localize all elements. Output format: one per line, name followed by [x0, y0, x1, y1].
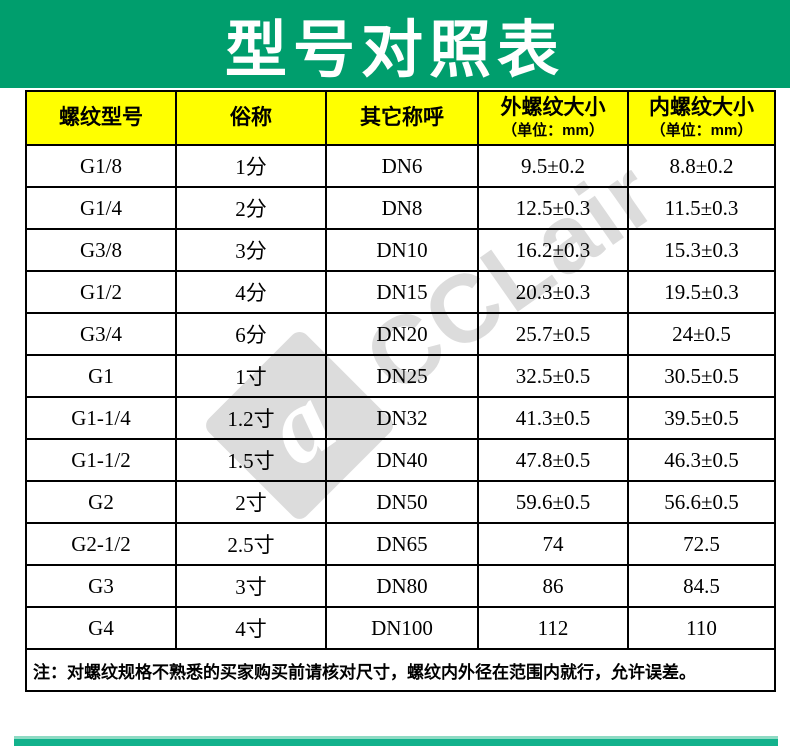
cell-external-size: 20.3±0.3 [477, 270, 629, 314]
table-row: G1-1/2 1.5寸 DN40 47.8±0.5 46.3±0.5 [25, 438, 776, 482]
cell-external-size: 112 [477, 606, 629, 650]
cell-common-name: 1寸 [175, 354, 327, 398]
table-row: G3 3寸 DN80 86 84.5 [25, 564, 776, 608]
header-thread-model: 螺纹型号 [25, 90, 177, 146]
cell-internal-size: 30.5±0.5 [627, 354, 776, 398]
table-row: G3/4 6分 DN20 25.7±0.5 24±0.5 [25, 312, 776, 356]
cell-other-name: DN100 [325, 606, 479, 650]
header-label: 外螺纹大小 [500, 96, 606, 120]
cell-external-size: 9.5±0.2 [477, 144, 629, 188]
cell-internal-size: 72.5 [627, 522, 776, 566]
spec-table: 螺纹型号 俗称 其它称呼 外螺纹大小 （单位：mm） 内螺纹大小 （单位：mm）… [25, 90, 776, 692]
cell-external-size: 32.5±0.5 [477, 354, 629, 398]
cell-thread-model: G1/2 [25, 270, 177, 314]
header-label: 其它称呼 [360, 105, 444, 129]
cell-external-size: 16.2±0.3 [477, 228, 629, 272]
cell-thread-model: G1 [25, 354, 177, 398]
cell-external-size: 12.5±0.3 [477, 186, 629, 230]
spec-table-foot: 注：对螺纹规格不熟悉的买家购买前请核对尺寸，螺纹内外径在范围内就行，允许误差。 [25, 648, 776, 692]
cell-thread-model: G1-1/2 [25, 438, 177, 482]
header-row: 螺纹型号 俗称 其它称呼 外螺纹大小 （单位：mm） 内螺纹大小 （单位：mm） [25, 90, 776, 146]
header-other-name: 其它称呼 [325, 90, 479, 146]
header-external-size: 外螺纹大小 （单位：mm） [477, 90, 629, 146]
cell-thread-model: G1/4 [25, 186, 177, 230]
cell-common-name: 1.5寸 [175, 438, 327, 482]
table-note: 注：对螺纹规格不熟悉的买家购买前请核对尺寸，螺纹内外径在范围内就行，允许误差。 [25, 648, 776, 692]
cell-other-name: DN65 [325, 522, 479, 566]
page-title: 型号对照表 [224, 16, 565, 85]
cell-common-name: 4寸 [175, 606, 327, 650]
cell-other-name: DN50 [325, 480, 479, 524]
cell-thread-model: G3/4 [25, 312, 177, 356]
spec-table-head: 螺纹型号 俗称 其它称呼 外螺纹大小 （单位：mm） 内螺纹大小 （单位：mm） [25, 90, 776, 146]
cell-common-name: 2.5寸 [175, 522, 327, 566]
cell-thread-model: G2 [25, 480, 177, 524]
cell-other-name: DN40 [325, 438, 479, 482]
table-row: G1 1寸 DN25 32.5±0.5 30.5±0.5 [25, 354, 776, 398]
header-internal-size: 内螺纹大小 （单位：mm） [627, 90, 776, 146]
cell-common-name: 4分 [175, 270, 327, 314]
cell-other-name: DN6 [325, 144, 479, 188]
cell-common-name: 3寸 [175, 564, 327, 608]
cell-internal-size: 15.3±0.3 [627, 228, 776, 272]
cell-internal-size: 24±0.5 [627, 312, 776, 356]
header-unit: （单位：mm） [502, 122, 604, 140]
cell-external-size: 74 [477, 522, 629, 566]
spec-table-body: G1/8 1分 DN6 9.5±0.2 8.8±0.2 G1/4 2分 DN8 12.5±0.3… [25, 144, 776, 650]
cell-common-name: 1.2寸 [175, 396, 327, 440]
cell-internal-size: 84.5 [627, 564, 776, 608]
cell-common-name: 3分 [175, 228, 327, 272]
cell-common-name: 6分 [175, 312, 327, 356]
bottom-accent-bar [14, 736, 778, 746]
cell-internal-size: 110 [627, 606, 776, 650]
table-row: G1/4 2分 DN8 12.5±0.3 11.5±0.3 [25, 186, 776, 230]
cell-other-name: DN32 [325, 396, 479, 440]
cell-external-size: 59.6±0.5 [477, 480, 629, 524]
table-row: G4 4寸 DN100 112 110 [25, 606, 776, 650]
cell-thread-model: G2-1/2 [25, 522, 177, 566]
table-row: G2 2寸 DN50 59.6±0.5 56.6±0.5 [25, 480, 776, 524]
header-label: 螺纹型号 [59, 105, 143, 129]
cell-other-name: DN20 [325, 312, 479, 356]
cell-other-name: DN25 [325, 354, 479, 398]
cell-internal-size: 19.5±0.3 [627, 270, 776, 314]
cell-other-name: DN8 [325, 186, 479, 230]
cell-thread-model: G3/8 [25, 228, 177, 272]
cell-other-name: DN80 [325, 564, 479, 608]
header-label: 俗称 [230, 105, 272, 129]
cell-other-name: DN15 [325, 270, 479, 314]
cell-internal-size: 39.5±0.5 [627, 396, 776, 440]
cell-internal-size: 56.6±0.5 [627, 480, 776, 524]
cell-internal-size: 46.3±0.5 [627, 438, 776, 482]
header-common-name: 俗称 [175, 90, 327, 146]
cell-common-name: 2寸 [175, 480, 327, 524]
cell-internal-size: 8.8±0.2 [627, 144, 776, 188]
header-unit: （单位：mm） [650, 122, 753, 140]
title-banner: 型号对照表 [0, 0, 790, 88]
cell-external-size: 25.7±0.5 [477, 312, 629, 356]
cell-thread-model: G4 [25, 606, 177, 650]
header-label: 内螺纹大小 [649, 96, 754, 120]
cell-common-name: 2分 [175, 186, 327, 230]
table-row: G2-1/2 2.5寸 DN65 74 72.5 [25, 522, 776, 566]
cell-common-name: 1分 [175, 144, 327, 188]
cell-external-size: 86 [477, 564, 629, 608]
table-row: G1/8 1分 DN6 9.5±0.2 8.8±0.2 [25, 144, 776, 188]
cell-thread-model: G1/8 [25, 144, 177, 188]
table-row: G1/2 4分 DN15 20.3±0.3 19.5±0.3 [25, 270, 776, 314]
table-row: G1-1/4 1.2寸 DN32 41.3±0.5 39.5±0.5 [25, 396, 776, 440]
cell-thread-model: G1-1/4 [25, 396, 177, 440]
cell-other-name: DN10 [325, 228, 479, 272]
cell-external-size: 41.3±0.5 [477, 396, 629, 440]
cell-internal-size: 11.5±0.3 [627, 186, 776, 230]
cell-thread-model: G3 [25, 564, 177, 608]
table-row: G3/8 3分 DN10 16.2±0.3 15.3±0.3 [25, 228, 776, 272]
cell-external-size: 47.8±0.5 [477, 438, 629, 482]
note-row: 注：对螺纹规格不熟悉的买家购买前请核对尺寸，螺纹内外径在范围内就行，允许误差。 [25, 648, 776, 692]
